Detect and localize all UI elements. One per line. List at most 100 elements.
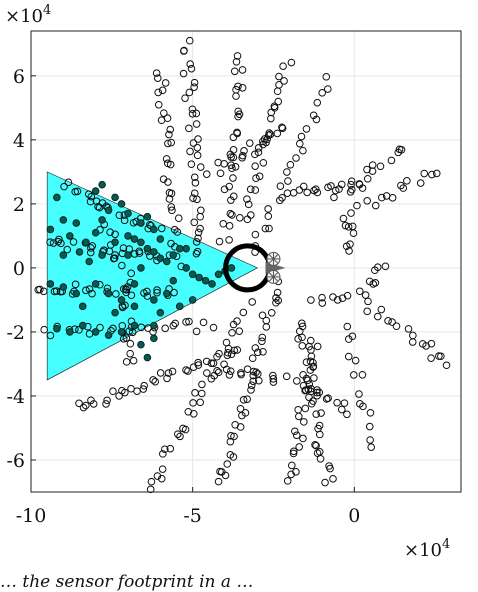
data-point — [189, 409, 198, 418]
data-point — [251, 230, 260, 239]
data-point — [190, 189, 199, 198]
data-point — [229, 192, 238, 201]
data-point — [283, 477, 292, 485]
data-point — [229, 320, 238, 329]
data-point — [73, 187, 82, 196]
data-point — [371, 201, 380, 210]
data-point — [358, 370, 367, 379]
data-point — [252, 368, 260, 376]
data-point — [343, 291, 352, 300]
data-point — [313, 342, 322, 351]
data-point — [161, 79, 170, 87]
data-point — [196, 212, 204, 221]
data-point — [243, 195, 251, 203]
data-point — [215, 349, 223, 358]
data-point — [196, 398, 204, 407]
data-point — [368, 161, 377, 169]
data-point — [322, 72, 331, 81]
axis-ticks: -10 -5 0 -6 -4 -2 0 2 4 6 — [6, 66, 360, 527]
data-point — [214, 477, 223, 486]
data-point — [251, 186, 260, 194]
data-point — [416, 179, 425, 187]
data-point — [252, 174, 260, 183]
detected-point — [137, 264, 145, 272]
data-point — [287, 58, 296, 67]
data-point — [168, 367, 177, 376]
data-point — [259, 137, 267, 146]
data-point — [249, 377, 258, 386]
detected-point — [143, 212, 152, 221]
data-point — [122, 358, 131, 366]
data-point — [254, 144, 263, 152]
data-point — [239, 308, 248, 317]
data-point — [403, 177, 411, 185]
data-point — [254, 148, 263, 157]
data-point — [146, 220, 154, 229]
data-point — [384, 317, 392, 325]
y-tick-label: 6 — [13, 66, 25, 88]
detected-point — [98, 251, 106, 259]
data-point — [335, 185, 343, 193]
data-point — [160, 109, 168, 117]
x-tick-label: -10 — [16, 505, 47, 527]
data-point — [109, 254, 118, 263]
data-point — [392, 322, 401, 331]
data-point — [377, 305, 386, 314]
data-point — [388, 194, 397, 202]
data-point — [153, 74, 162, 82]
data-point — [340, 399, 349, 407]
detected-point — [104, 206, 113, 215]
detected-point — [59, 283, 68, 291]
data-point — [261, 224, 270, 233]
data-point — [135, 247, 144, 256]
y-tick-label: -6 — [6, 450, 25, 472]
data-point — [363, 307, 371, 316]
data-point — [293, 377, 301, 385]
detected-point — [150, 334, 158, 343]
data-point — [225, 371, 234, 379]
data-point — [202, 170, 211, 178]
data-point — [165, 130, 173, 139]
data-point — [109, 324, 117, 333]
data-point — [122, 334, 131, 342]
data-point — [297, 132, 306, 141]
data-point — [149, 376, 157, 384]
data-point — [161, 445, 169, 454]
data-point — [227, 153, 235, 161]
data-point — [351, 356, 360, 365]
data-point — [289, 447, 298, 456]
data-point — [427, 354, 435, 362]
data-point — [240, 147, 248, 155]
data-point — [179, 69, 188, 78]
data-point — [221, 471, 230, 480]
data-point — [408, 338, 417, 346]
data-point — [228, 328, 236, 337]
data-point — [267, 114, 275, 123]
data-point — [326, 464, 334, 473]
data-point — [185, 124, 193, 133]
data-point — [363, 197, 372, 205]
data-point — [303, 376, 312, 385]
data-point — [126, 349, 134, 358]
data-point — [146, 252, 154, 260]
detected-point — [214, 270, 223, 279]
data-point — [306, 366, 315, 374]
y-tick-label: 4 — [13, 130, 25, 152]
data-point — [333, 296, 342, 304]
data-point — [194, 234, 202, 243]
data-point — [355, 390, 363, 398]
data-point — [298, 342, 307, 350]
detected-point — [169, 276, 178, 285]
data-point — [153, 288, 161, 297]
data-point — [185, 88, 194, 97]
data-point — [361, 291, 370, 299]
detected-point — [156, 235, 165, 243]
data-point — [420, 169, 429, 178]
data-point — [234, 107, 242, 116]
data-point — [188, 105, 197, 114]
data-point — [233, 52, 242, 60]
data-point — [258, 333, 267, 342]
data-point — [75, 326, 83, 334]
data-point — [251, 162, 259, 170]
